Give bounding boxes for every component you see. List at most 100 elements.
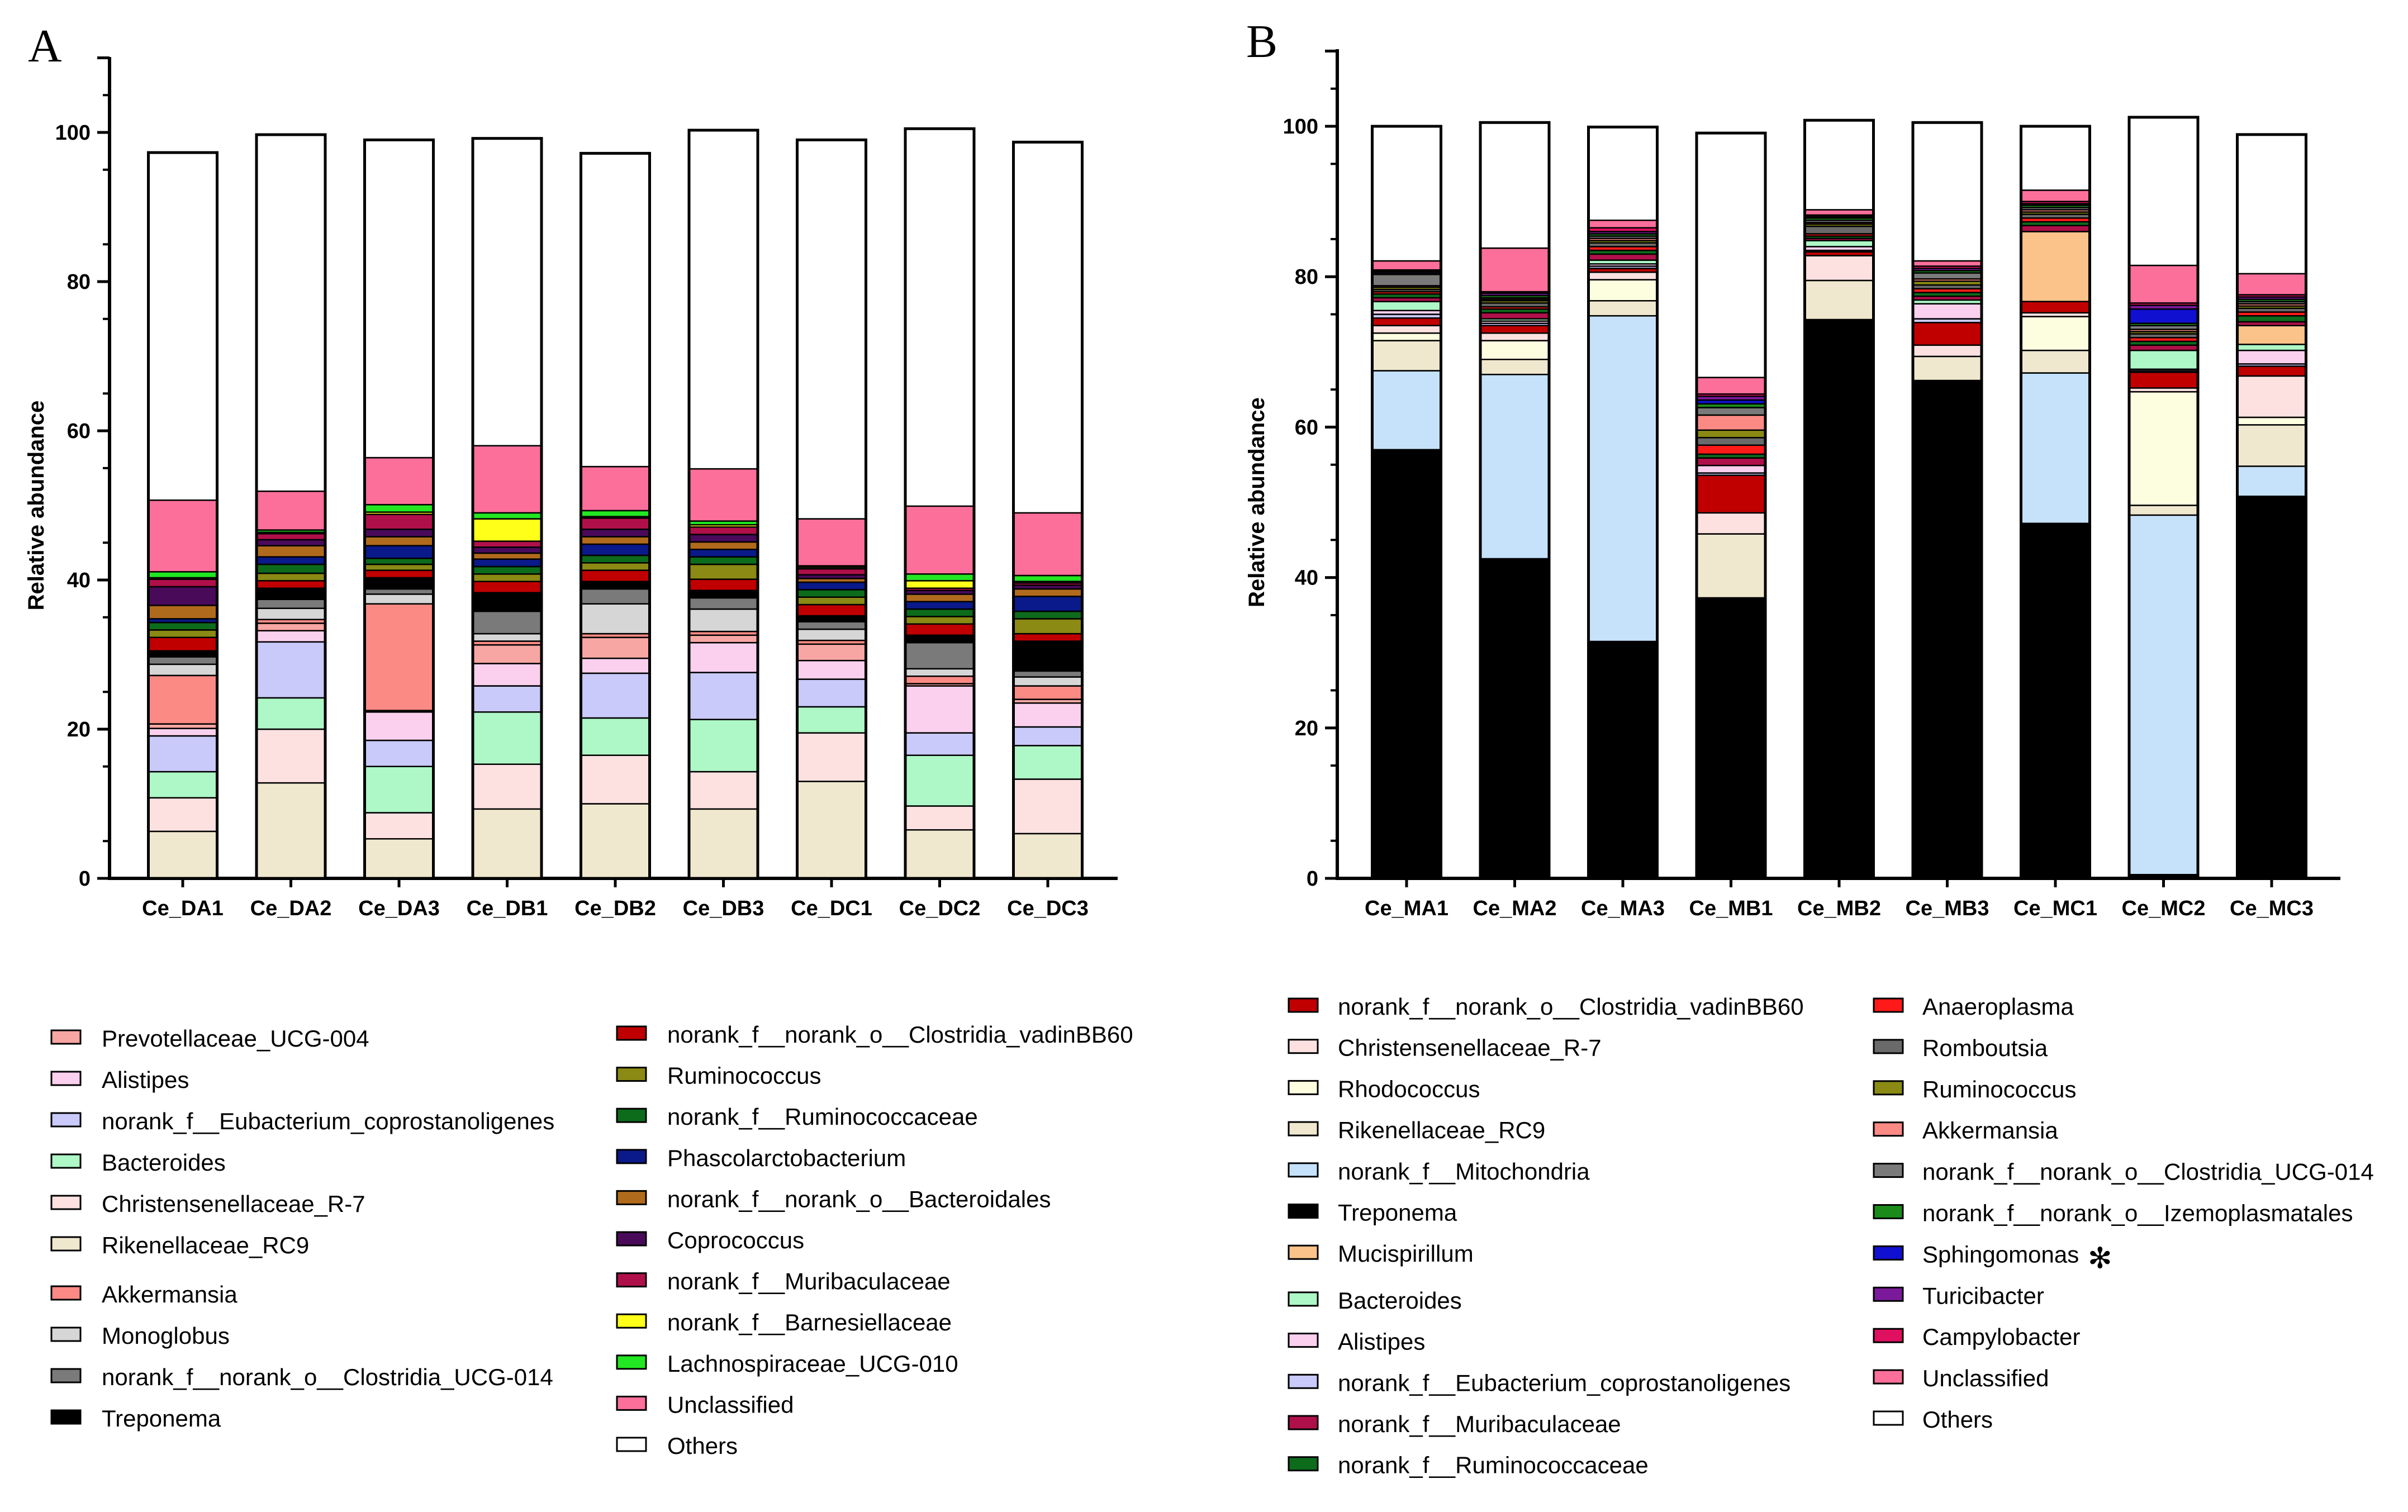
bar-segment-coprococcus	[255, 539, 326, 546]
bar-segment-norank-f-muribaculaceae	[1479, 312, 1550, 320]
legend-swatch-anaeroplasma	[1873, 997, 1904, 1013]
legend-swatch-phascolarctobacterium	[616, 1149, 647, 1164]
bar-ce-da1	[147, 151, 219, 880]
bar-segment-rikenellaceae-rc9	[1479, 359, 1550, 375]
legend-swatch-norank-f-barnesiellaceae	[616, 1313, 647, 1329]
bar-segment-unclassified	[1695, 377, 1766, 395]
legend-label: Prevotellaceae_UCG-004	[102, 1025, 369, 1052]
bar-segment-rikenellaceae-rc9	[2020, 349, 2091, 374]
y-tick-label: 100	[55, 121, 91, 145]
legend-swatch-christensenellaceae-r-7	[50, 1195, 82, 1210]
y-tick-label: 20	[67, 718, 91, 741]
bar-segment-mucispirillum	[2020, 231, 2091, 302]
bar-ce-mb2	[1803, 118, 1875, 880]
bar-segment-norank-f-eubacterium-coprostanoligenes	[688, 672, 759, 720]
bar-ce-db3	[687, 129, 759, 880]
legend-label: Others	[667, 1433, 738, 1459]
bar-segment-norank-f-norank-o-clostridia-ucg-014	[255, 598, 326, 609]
legend-swatch-norank-f-norank-o-izemoplasmatales	[1873, 1204, 1904, 1219]
bar-segment-phascolarctobacterium	[255, 556, 326, 565]
legend-swatch-unclassified	[1873, 1369, 1904, 1385]
bar-segment-alistipes	[580, 657, 650, 674]
bar-segment-rhodococcus	[1588, 279, 1658, 302]
bar-segment-alistipes	[255, 630, 326, 643]
legend-label: norank_f__Muribaculaceae	[1338, 1411, 1621, 1437]
bar-segment-monoglobus	[904, 668, 975, 677]
legend-swatch-coprococcus	[616, 1231, 647, 1247]
bar-segment-alistipes	[904, 685, 975, 734]
bar-segment-treponema	[1804, 318, 1874, 879]
bar-segment-norank-f-muribaculaceae	[472, 540, 543, 548]
y-tick-label: 80	[1295, 265, 1318, 289]
bar-segment-norank-f-norank-o-clostridia-vadinbb60	[688, 578, 759, 591]
bar-segment-rikenellaceae-rc9	[796, 781, 867, 879]
x-tick-label: Ce_DA1	[142, 897, 224, 920]
bar-segment-akkermansia	[1013, 685, 1083, 700]
bar-segment-phascolarctobacterium	[364, 545, 434, 559]
bar-segment-treponema	[580, 581, 650, 590]
legend-swatch-rikenellaceae-rc9	[1288, 1121, 1319, 1137]
x-tick-label: Ce_MA2	[1473, 897, 1557, 920]
legend-swatch-bacteroides	[50, 1153, 82, 1169]
bar-segment-phascolarctobacterium	[904, 601, 975, 610]
bar-ce-dc3	[1012, 140, 1084, 880]
legend-label: Lachnospiraceae_UCG-010	[667, 1351, 958, 1377]
y-tick-label: 60	[67, 420, 91, 443]
x-tick-label: Ce_MB3	[1906, 897, 1989, 920]
bar-ce-da3	[363, 138, 435, 880]
bar-segment-rikenellaceae-rc9	[688, 808, 759, 879]
bar-segment-coprococcus	[364, 528, 434, 538]
bar-segment-norank-f-norank-o-clostridia-vadinbb60	[1695, 474, 1766, 514]
bar-segment-norank-f-ruminococcaceae	[688, 556, 759, 565]
bar-segment-others	[364, 139, 434, 459]
legend-label: norank_f__Barnesiellaceae	[667, 1309, 952, 1335]
x-tick-label: Ce_DC3	[1007, 897, 1089, 920]
bar-segment-norank-f-muribaculaceae	[148, 578, 218, 588]
y-tick-label: 0	[1307, 867, 1318, 891]
legend-label: Campylobacter	[1922, 1324, 2080, 1350]
legend-label: norank_f__Eubacterium_coprostanoligenes	[102, 1108, 554, 1134]
y-tick-label: 40	[67, 569, 91, 592]
bar-segment-others	[1912, 122, 1983, 262]
x-tick-label: Ce_MC2	[2122, 897, 2206, 920]
bar-segment-rikenellaceae-rc9	[1588, 300, 1658, 317]
bar-segment-treponema	[364, 577, 434, 590]
bar-segment-unclassified	[2236, 273, 2307, 296]
bar-segment-alistipes	[1695, 464, 1766, 474]
legend-swatch-norank-f-ruminococcaceae	[1288, 1456, 1319, 1472]
bar-segment-norank-f-ruminococcaceae	[796, 589, 867, 598]
bar-segment-alistipes	[796, 659, 867, 680]
bar-segment-akkermansia	[148, 674, 218, 725]
bar-segment-norank-f-norank-o-clostridia-ucg-014	[472, 610, 543, 635]
bar-segment-norank-f-norank-o-clostridia-vadinbb60	[580, 569, 650, 582]
bar-segment-norank-f-norank-o-clostridia-vadinbb60	[2020, 301, 2091, 314]
legend-swatch-others	[616, 1437, 647, 1452]
bar-segment-treponema	[1371, 449, 1442, 879]
bar-segment-phascolarctobacterium	[472, 558, 543, 568]
bar-segment-alistipes	[472, 663, 543, 687]
bar-segment-ruminococcus	[255, 572, 326, 582]
bar-segment-ruminococcus	[1695, 429, 1766, 439]
bar-segment-treponema	[796, 615, 867, 623]
bar-segment-romboutsia	[1804, 225, 1874, 235]
bar-segment-norank-f-norank-o-clostridia-vadinbb60	[1013, 633, 1083, 642]
bar-segment-christensenellaceae-r-7	[1912, 344, 1983, 358]
bar-segment-norank-f-norank-o-clostridia-ucg-014	[148, 656, 218, 665]
legend-swatch-others	[1873, 1410, 1904, 1426]
legend-swatch-norank-f-eubacterium-coprostanoligenes	[50, 1112, 82, 1128]
legend-swatch-rikenellaceae-rc9	[50, 1236, 82, 1252]
bar-segment-alistipes	[148, 728, 218, 737]
bar-segment-treponema	[1912, 379, 1983, 879]
y-axis-label: Relative abundance	[1245, 397, 1269, 607]
legend-swatch-norank-f-norank-o-bacteroidales	[616, 1190, 647, 1205]
bar-segment-norank-f-norank-o-clostridia-ucg-014	[796, 621, 867, 630]
bar-ce-dc1	[796, 138, 867, 880]
bar-segment-christensenellaceae-r-7	[1804, 255, 1874, 282]
bar-segment-ruminococcus	[688, 563, 759, 580]
bar-segment-norank-f-eubacterium-coprostanoligenes	[796, 678, 867, 708]
legend-label: Anaeroplasma	[1922, 993, 2074, 1020]
y-tick-label: 80	[67, 270, 91, 294]
legend-label: norank_f__norank_o__Clostridia_vadinBB60	[667, 1021, 1133, 1048]
bar-segment-bacteroides	[1804, 240, 1874, 248]
bar-ce-dc2	[904, 127, 976, 880]
